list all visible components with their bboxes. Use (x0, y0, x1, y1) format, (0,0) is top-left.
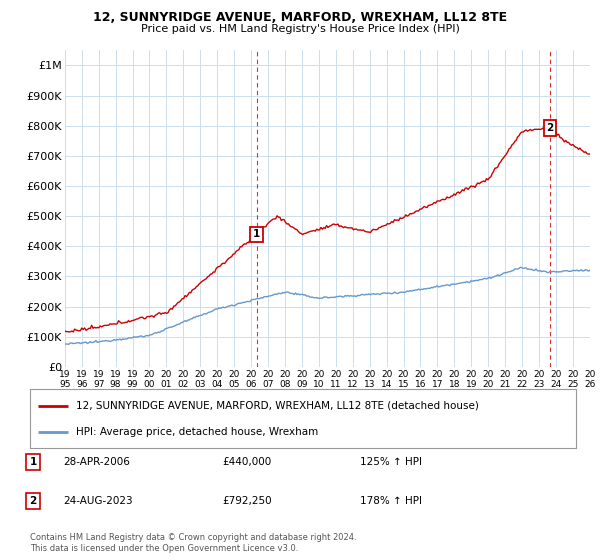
Text: 178% ↑ HPI: 178% ↑ HPI (360, 496, 422, 506)
Text: 1: 1 (29, 457, 37, 467)
Text: 12, SUNNYRIDGE AVENUE, MARFORD, WREXHAM, LL12 8TE: 12, SUNNYRIDGE AVENUE, MARFORD, WREXHAM,… (93, 11, 507, 24)
Text: Price paid vs. HM Land Registry's House Price Index (HPI): Price paid vs. HM Land Registry's House … (140, 24, 460, 34)
Text: £792,250: £792,250 (222, 496, 272, 506)
Text: 12, SUNNYRIDGE AVENUE, MARFORD, WREXHAM, LL12 8TE (detached house): 12, SUNNYRIDGE AVENUE, MARFORD, WREXHAM,… (76, 400, 479, 410)
Text: £440,000: £440,000 (222, 457, 271, 467)
Text: 24-AUG-2023: 24-AUG-2023 (63, 496, 133, 506)
Text: 1: 1 (253, 229, 260, 239)
Text: 2: 2 (547, 123, 554, 133)
Text: 125% ↑ HPI: 125% ↑ HPI (360, 457, 422, 467)
Text: 28-APR-2006: 28-APR-2006 (63, 457, 130, 467)
Text: Contains HM Land Registry data © Crown copyright and database right 2024.
This d: Contains HM Land Registry data © Crown c… (30, 533, 356, 553)
Text: 2: 2 (29, 496, 37, 506)
Text: HPI: Average price, detached house, Wrexham: HPI: Average price, detached house, Wrex… (76, 427, 319, 437)
